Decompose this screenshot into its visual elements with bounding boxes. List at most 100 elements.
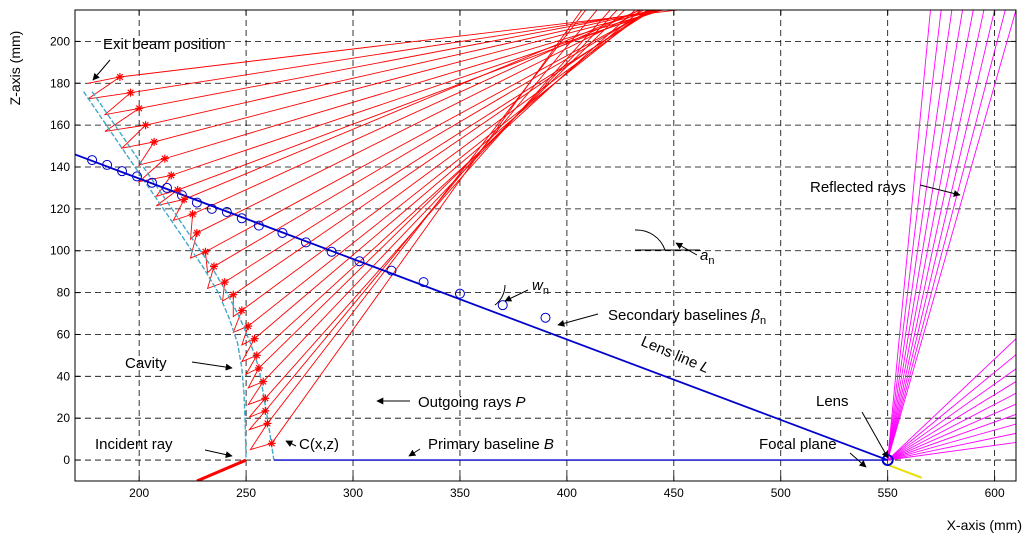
star-stroke <box>262 395 269 402</box>
x-tick-label: 500 <box>771 486 791 500</box>
outgoing-ray <box>258 10 626 369</box>
star-marker <box>259 377 268 386</box>
reflected-ray <box>887 10 1016 461</box>
star-stroke <box>255 364 263 372</box>
focal-plane-label: Focal plane <box>759 436 837 453</box>
outgoing-ray <box>254 10 642 339</box>
lens-line-marker <box>87 155 98 166</box>
outgoing-ray <box>130 10 667 94</box>
outgoing-ray <box>265 10 611 399</box>
reflected-ray <box>887 441 1016 461</box>
lens-line-marker <box>386 265 397 276</box>
plot-area <box>75 10 1016 481</box>
star-marker <box>210 262 219 271</box>
secondary-baselines-arrow <box>557 313 599 327</box>
reflected-ray <box>887 403 1016 461</box>
outgoing-ray <box>205 10 653 253</box>
x-tick-label: 300 <box>343 486 363 500</box>
star-stroke <box>210 263 218 270</box>
lens-line-marker <box>418 277 429 288</box>
outgoing-ray <box>183 10 642 200</box>
angle-a-label: an <box>700 247 714 267</box>
lens-line-marker <box>354 256 365 267</box>
outgoing-ray <box>224 10 654 283</box>
primary-baseline-label: Primary baseline B <box>428 436 554 453</box>
y-tick-label: 60 <box>57 327 71 341</box>
star-marker <box>160 154 169 163</box>
angle-arc-w <box>494 284 506 306</box>
star-stroke <box>127 89 134 96</box>
outgoing-ray <box>192 10 641 215</box>
lens-label: Lens <box>816 393 849 410</box>
outgoing-ray <box>233 10 650 296</box>
star-stroke <box>264 420 271 427</box>
star-marker <box>192 228 201 237</box>
reflected-ray <box>887 10 996 461</box>
secondary-baselines-label: Secondary baselines βn <box>608 307 766 327</box>
y-tick-label: 20 <box>57 411 71 425</box>
data-layer <box>75 10 1016 481</box>
lens-line-marker <box>540 312 551 323</box>
outgoing-ray <box>247 10 648 327</box>
y-axis-label: Z-axis (mm) <box>7 31 23 106</box>
star-stroke <box>142 121 149 129</box>
point-c-arrow <box>285 440 297 447</box>
reflected-ray <box>887 338 1016 461</box>
reflected-ray <box>887 354 1016 461</box>
star-stroke <box>230 291 237 298</box>
y-tick-label: 0 <box>63 453 70 467</box>
star-marker <box>254 363 263 372</box>
lens-line-marker <box>300 237 311 248</box>
lens-line-marker <box>253 220 264 231</box>
star-stroke <box>189 210 196 218</box>
y-tick-label: 80 <box>57 286 71 300</box>
y-tick-label: 140 <box>50 160 70 174</box>
star-marker <box>263 419 272 428</box>
outgoing-ray <box>264 10 598 412</box>
star-marker <box>173 186 182 195</box>
outgoing-ray <box>164 10 664 160</box>
outgoing-ray <box>213 10 651 267</box>
star-stroke <box>268 440 276 447</box>
reflected-ray <box>887 10 931 461</box>
outgoing-ray <box>139 10 659 109</box>
outgoing-ray <box>196 10 645 234</box>
star-marker <box>188 210 197 219</box>
reflected-ray <box>887 392 1016 461</box>
x-tick-label: 350 <box>450 486 470 500</box>
lens-arrow <box>861 411 889 459</box>
angle-w-label: wn <box>532 277 549 297</box>
y-tick-label: 160 <box>50 118 70 132</box>
reflected-ray <box>887 10 985 461</box>
lens-line-marker <box>221 207 232 218</box>
reflected-ray <box>887 10 942 461</box>
reflected-rays-label: Reflected rays <box>810 179 906 196</box>
star-marker <box>261 406 270 415</box>
cavity-label: Cavity <box>125 355 167 372</box>
angle-a-arrow <box>675 242 698 256</box>
outgoing-ray <box>267 10 587 424</box>
outgoing-ray <box>177 10 659 191</box>
incident-ray-arrow <box>204 449 233 459</box>
x-tick-label: 450 <box>664 486 684 500</box>
star-marker <box>252 351 261 360</box>
cavity-wall <box>91 91 275 461</box>
star-marker <box>267 439 276 448</box>
star-marker <box>115 72 124 81</box>
lens-line-marker <box>102 159 113 170</box>
x-tick-label: 200 <box>129 486 149 500</box>
star-marker <box>201 247 210 256</box>
cavity-wall <box>82 91 247 461</box>
lens-line-marker <box>146 177 157 188</box>
outgoing-ray <box>271 10 583 444</box>
cavity-reflection-path <box>87 76 272 451</box>
star-marker <box>180 195 189 204</box>
star-stroke <box>251 335 258 342</box>
focal-plane-arrow <box>849 452 867 468</box>
star-stroke <box>259 378 267 385</box>
grid <box>75 10 1016 481</box>
lens-line-marker <box>497 300 508 311</box>
star-marker <box>220 278 229 287</box>
star-stroke <box>174 186 181 194</box>
exit-beam-arrow <box>92 59 111 81</box>
